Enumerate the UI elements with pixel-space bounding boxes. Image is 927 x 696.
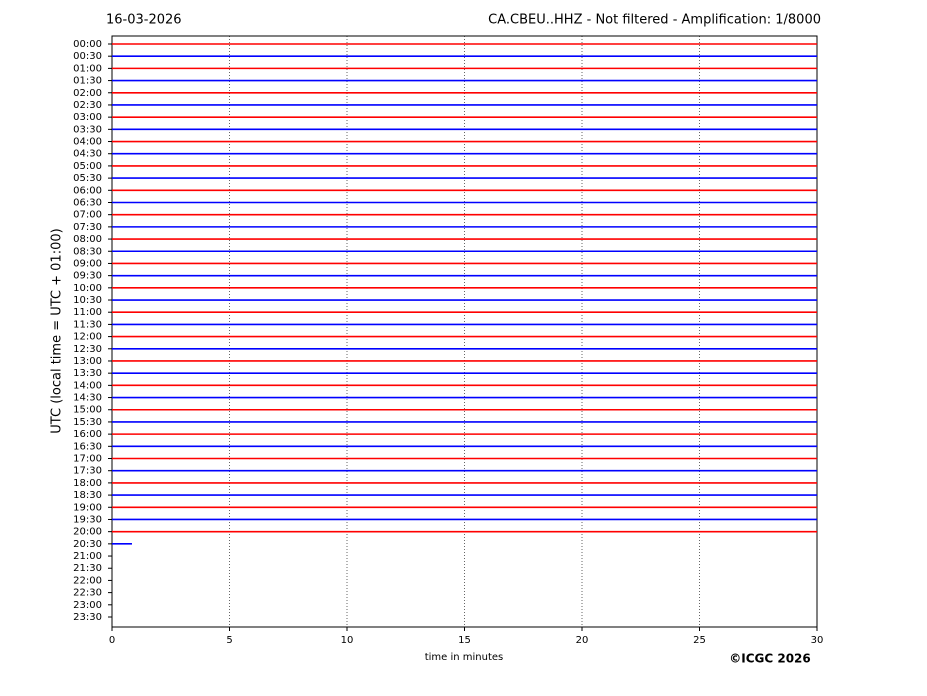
y-tick-label: 04:30: [73, 149, 102, 160]
y-tick-label: 18:30: [73, 490, 102, 501]
x-tick-label: 0: [109, 635, 115, 646]
x-tick-label: 20: [576, 635, 589, 646]
y-tick-label: 06:00: [73, 185, 102, 196]
y-tick-label: 13:00: [73, 356, 102, 367]
y-tick-label: 06:30: [73, 197, 102, 208]
y-tick-label: 19:00: [73, 502, 102, 513]
y-tick-label: 16:00: [73, 429, 102, 440]
y-tick-label: 20:00: [73, 527, 102, 538]
y-axis-title: UTC (local time = UTC + 01:00): [50, 228, 65, 433]
y-tick-label: 11:30: [73, 319, 102, 330]
y-tick-label: 04:00: [73, 137, 102, 148]
y-tick-label: 07:30: [73, 222, 102, 233]
y-tick-label: 08:00: [73, 234, 102, 245]
y-tick-label: 14:30: [73, 393, 102, 404]
y-tick-label: 03:30: [73, 124, 102, 135]
y-tick-label: 10:30: [73, 295, 102, 306]
y-tick-label: 10:00: [73, 283, 102, 294]
date: 16-03-2026: [106, 13, 182, 28]
y-tick-label: 13:30: [73, 368, 102, 379]
y-tick-label: 20:30: [73, 539, 102, 550]
x-tick-label: 10: [341, 635, 354, 646]
y-tick-label: 12:30: [73, 344, 102, 355]
copyright: ©ICGC 2026: [729, 652, 811, 666]
y-tick-label: 22:30: [73, 588, 102, 599]
y-tick-label: 03:00: [73, 112, 102, 123]
y-tick-label: 23:30: [73, 612, 102, 623]
y-tick-label: 05:00: [73, 161, 102, 172]
y-tick-label: 02:30: [73, 100, 102, 111]
y-tick-label: 21:00: [73, 551, 102, 562]
y-tick-label: 23:00: [73, 600, 102, 611]
y-tick-label: 15:00: [73, 405, 102, 416]
y-tick-label: 11:00: [73, 307, 102, 318]
y-tick-label: 17:30: [73, 466, 102, 477]
y-tick-label: 22:00: [73, 575, 102, 586]
y-tick-label: 17:00: [73, 454, 102, 465]
x-axis-title: time in minutes: [425, 652, 504, 663]
y-tick-label: 05:30: [73, 173, 102, 184]
y-tick-label: 00:00: [73, 39, 102, 50]
y-tick-label: 18:00: [73, 478, 102, 489]
y-tick-label: 02:00: [73, 88, 102, 99]
y-tick-label: 09:30: [73, 271, 102, 282]
y-tick-label: 19:30: [73, 514, 102, 525]
y-tick-label: 08:30: [73, 246, 102, 257]
x-tick-label: 30: [811, 635, 824, 646]
y-tick-label: 01:00: [73, 63, 102, 74]
y-tick-label: 07:00: [73, 210, 102, 221]
chart-title: CA.CBEU..HHZ - Not filtered - Amplificat…: [488, 13, 821, 28]
x-tick-label: 5: [226, 635, 232, 646]
y-tick-label: 00:30: [73, 51, 102, 62]
x-tick-label: 25: [693, 635, 706, 646]
y-tick-label: 16:30: [73, 441, 102, 452]
y-tick-label: 21:30: [73, 563, 102, 574]
x-tick-label: 15: [458, 635, 471, 646]
y-tick-label: 15:30: [73, 417, 102, 428]
y-tick-label: 09:00: [73, 258, 102, 269]
y-tick-label: 12:00: [73, 332, 102, 343]
y-tick-label: 01:30: [73, 76, 102, 87]
y-tick-label: 14:00: [73, 380, 102, 391]
